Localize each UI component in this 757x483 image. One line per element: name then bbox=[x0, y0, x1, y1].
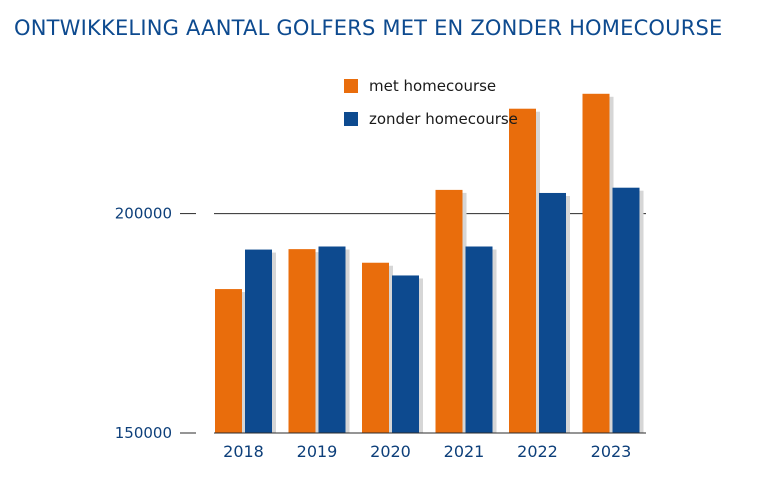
x-tick-label-2023: 2023 bbox=[591, 442, 632, 461]
bar-2020-s1 bbox=[392, 275, 419, 433]
bar-2018-s1 bbox=[245, 249, 272, 433]
bars bbox=[215, 93, 644, 433]
x-axis-labels: 2018 2019 2020 2021 2022 2023 bbox=[223, 442, 631, 461]
legend-swatch-s1 bbox=[344, 112, 358, 126]
bar-2021-s0 bbox=[435, 189, 463, 433]
x-tick-label-2021: 2021 bbox=[444, 442, 485, 461]
bar-2023-s1 bbox=[612, 187, 640, 433]
bar-2022-s1 bbox=[539, 192, 566, 433]
bar-2022-s0 bbox=[509, 108, 536, 433]
bar-2021-s1 bbox=[465, 246, 493, 433]
y-axis-ticks: 150000 200000 bbox=[115, 205, 196, 442]
legend-swatch-s0 bbox=[344, 79, 358, 93]
legend-label-s1: zonder homecourse bbox=[369, 110, 518, 128]
legend: met homecourse zonder homecourse bbox=[344, 77, 518, 128]
chart-title: ONTWIKKELING AANTAL GOLFERS MET EN ZONDE… bbox=[14, 16, 723, 40]
x-tick-label-2020: 2020 bbox=[370, 442, 411, 461]
bar-2019-s0 bbox=[288, 249, 316, 433]
legend-label-s0: met homecourse bbox=[369, 77, 496, 95]
x-tick-label-2022: 2022 bbox=[517, 442, 558, 461]
bar-2018-s0 bbox=[215, 289, 242, 433]
y-tick-label-150000: 150000 bbox=[115, 424, 172, 442]
bar-2019-s1 bbox=[318, 246, 346, 433]
x-tick-label-2018: 2018 bbox=[223, 442, 264, 461]
bar-2020-s0 bbox=[362, 262, 389, 433]
bar-2023-s0 bbox=[582, 93, 610, 433]
y-tick-label-200000: 200000 bbox=[115, 205, 172, 223]
x-tick-label-2019: 2019 bbox=[297, 442, 338, 461]
